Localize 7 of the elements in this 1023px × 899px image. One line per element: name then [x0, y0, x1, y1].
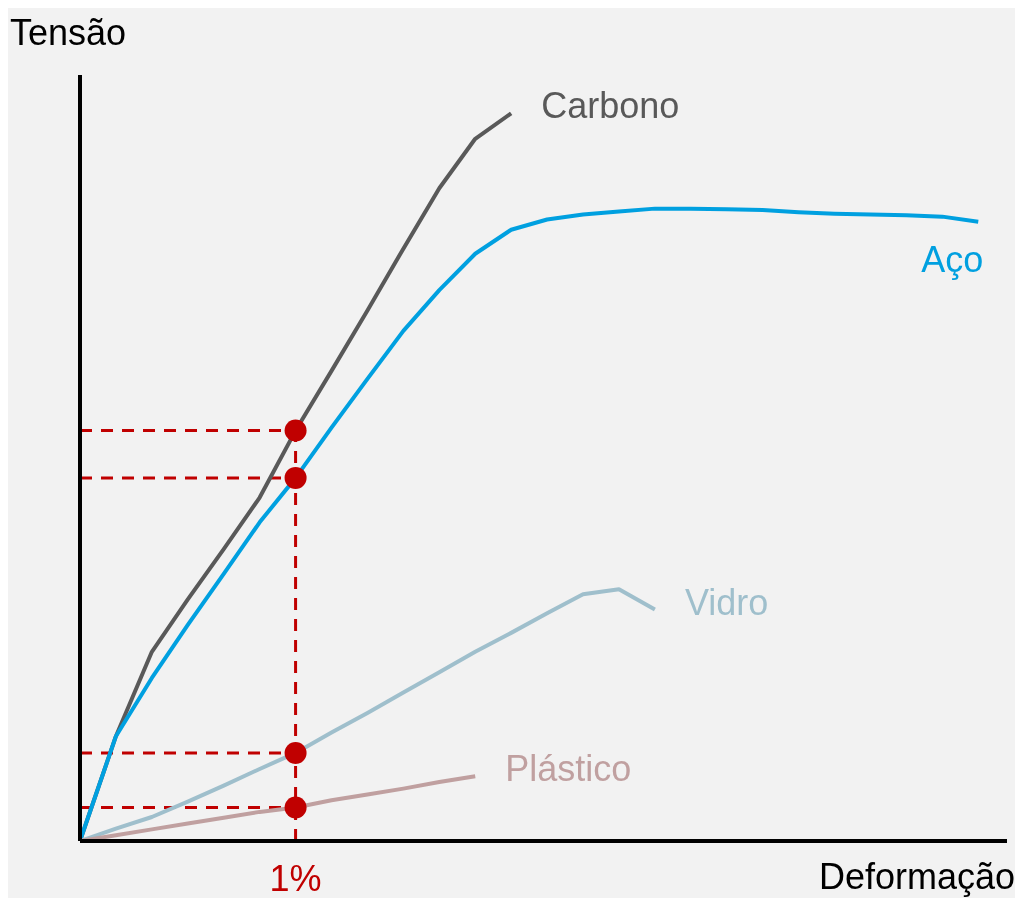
text: 1%: [268, 858, 323, 899]
series-label: Vidro: [684, 581, 769, 623]
y-axis-title: Tensão: [10, 12, 127, 54]
series-label: Plástico: [505, 748, 632, 790]
series-label: Carbono: [541, 85, 680, 127]
series-label: Aço: [921, 238, 984, 280]
x-axis-title: Deformação: [818, 856, 1015, 898]
